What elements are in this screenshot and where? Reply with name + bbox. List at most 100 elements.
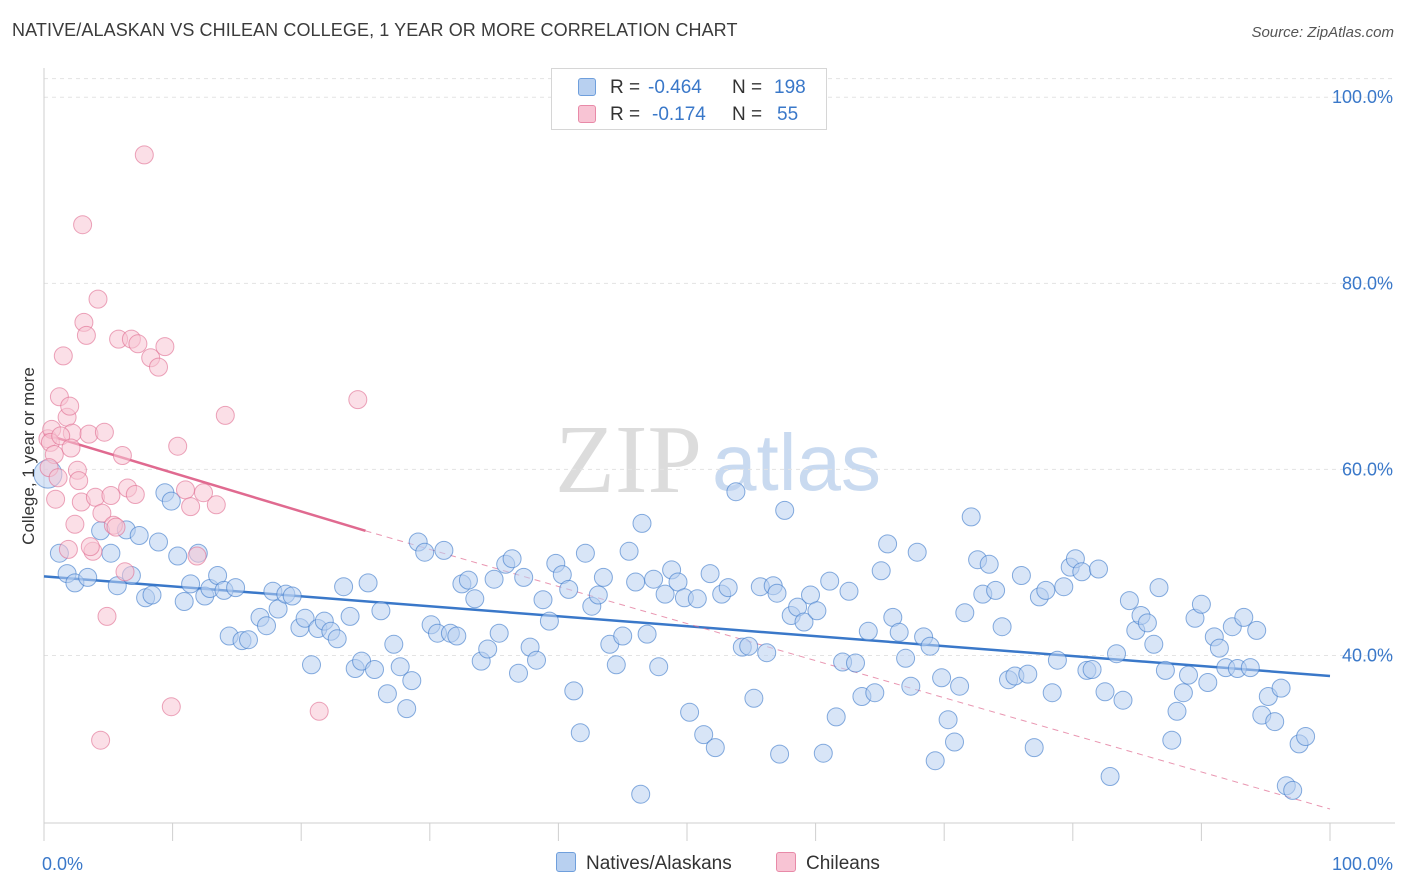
point-natives [1137, 613, 1157, 633]
point-natives [340, 606, 360, 626]
point-natives [1047, 650, 1067, 670]
point-natives [813, 743, 833, 763]
point-natives [593, 567, 613, 587]
point-natives [896, 648, 916, 668]
point-chileans [76, 325, 96, 345]
point-natives [925, 751, 945, 771]
point-natives [961, 507, 981, 527]
point-natives [282, 586, 302, 606]
source-credit: Source: ZipAtlas.com [1251, 24, 1394, 41]
point-natives [801, 585, 820, 605]
point-natives [979, 554, 999, 574]
point-natives [871, 561, 891, 581]
point-natives [839, 581, 859, 601]
point-chileans [128, 334, 148, 354]
point-natives [1054, 577, 1074, 597]
point-natives [174, 592, 194, 611]
point-natives [377, 684, 397, 704]
point-natives [1018, 664, 1038, 684]
chart-title: NATIVE/ALASKAN VS CHILEAN COLLEGE, 1 YEA… [12, 20, 738, 40]
point-chileans [309, 701, 329, 721]
point-natives [932, 668, 952, 688]
point-chileans [155, 337, 175, 357]
bottom-legend-swatch-chileans [776, 852, 796, 872]
point-chileans [80, 537, 100, 557]
point-chileans [115, 562, 135, 582]
point-natives [142, 585, 162, 605]
point-natives [920, 636, 940, 656]
point-natives [826, 707, 846, 727]
point-chileans [97, 606, 117, 626]
point-natives [649, 657, 669, 677]
point-natives [415, 542, 435, 562]
point-natives [1283, 780, 1303, 800]
point-natives [514, 567, 534, 587]
point-natives [1095, 682, 1115, 702]
point-chileans [187, 546, 207, 566]
point-natives [1296, 727, 1316, 746]
point-chileans [134, 145, 154, 165]
point-natives [588, 585, 608, 605]
point-natives [1042, 683, 1062, 703]
point-natives [559, 579, 579, 599]
point-chileans [48, 468, 68, 488]
legend-n-value: 55 [777, 104, 799, 125]
point-natives [907, 542, 927, 562]
point-chileans [125, 485, 145, 504]
y-tick-label: 80.0% [1342, 273, 1393, 293]
trend-line-chileans [43, 432, 366, 533]
point-natives [1265, 712, 1285, 732]
point-natives [390, 657, 410, 677]
point-chileans [88, 289, 108, 309]
x-tick-label-min: 0.0% [42, 854, 83, 874]
y-axis-label: College, 1 year or more [19, 367, 38, 545]
point-natives [478, 639, 498, 659]
point-natives [371, 601, 391, 621]
bottom-legend-chileans: Chileans [776, 852, 880, 875]
point-natives [858, 621, 878, 641]
point-chileans [168, 436, 188, 456]
point-natives [1119, 591, 1139, 611]
bottom-legend-label-natives: Natives/Alaskans [586, 853, 732, 874]
point-chileans [206, 495, 226, 515]
point-natives [1234, 607, 1254, 627]
point-natives [1113, 690, 1133, 710]
tick-labels: 40.0% 60.0% 80.0% 100.0% 0.0% 100.0% [42, 87, 1393, 874]
point-chileans [94, 422, 114, 442]
point-natives [257, 616, 276, 636]
point-natives [268, 599, 288, 619]
point-chileans [65, 514, 85, 534]
point-natives [986, 580, 1006, 600]
point-chileans [112, 446, 132, 465]
point-natives [992, 617, 1012, 637]
point-natives [489, 623, 509, 643]
point-natives [295, 608, 315, 628]
point-chileans [176, 480, 195, 500]
point-natives [527, 650, 546, 670]
point-chileans [106, 517, 126, 537]
point-natives [149, 532, 168, 552]
point-natives [78, 567, 98, 587]
point-natives [687, 589, 707, 609]
legend-r-value: -0.174 [652, 104, 706, 125]
y-tick-label: 100.0% [1332, 87, 1393, 107]
point-chileans [181, 497, 201, 517]
point-natives [101, 543, 121, 563]
point-natives [384, 634, 404, 654]
point-natives [680, 702, 700, 722]
point-natives [775, 500, 795, 520]
point-natives [181, 574, 201, 594]
point-natives [637, 624, 657, 644]
legend-n-label: N = [732, 104, 763, 125]
point-natives [1107, 644, 1126, 664]
point-natives [539, 611, 559, 631]
point-natives [434, 540, 454, 560]
point-natives [239, 630, 258, 650]
point-natives [820, 571, 840, 591]
point-natives [846, 653, 865, 673]
point-chileans [53, 346, 73, 366]
point-natives [1036, 580, 1056, 600]
point-natives [700, 564, 720, 584]
point-natives [794, 612, 814, 632]
point-natives [744, 688, 764, 708]
